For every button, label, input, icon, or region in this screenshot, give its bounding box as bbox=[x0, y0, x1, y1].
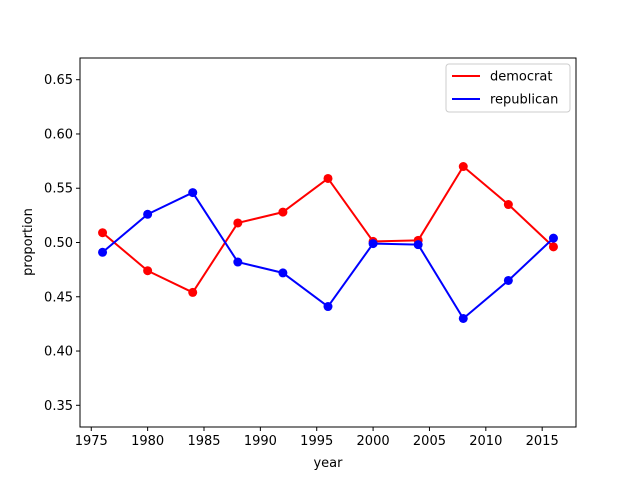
republican-point bbox=[413, 240, 423, 250]
democrat-point bbox=[458, 162, 468, 172]
legend-label-democrat: democrat bbox=[490, 70, 552, 85]
democrat-point bbox=[278, 207, 288, 217]
x-tick-label: 1975 bbox=[75, 434, 108, 449]
x-tick-label: 2010 bbox=[469, 434, 502, 449]
republican-line bbox=[101, 191, 555, 320]
y-axis-label: proportion bbox=[21, 208, 36, 276]
y-tick-label: 0.65 bbox=[44, 73, 73, 88]
republican-point bbox=[368, 239, 378, 249]
y-axis-ticks: 0.35 0.40 0.45 0.50 0.55 0.60 0.65 bbox=[44, 73, 80, 414]
axes-frame bbox=[79, 57, 577, 428]
y-tick-label: 0.60 bbox=[44, 127, 73, 142]
republican-point bbox=[188, 188, 198, 198]
series-layer bbox=[98, 162, 558, 323]
x-tick-label: 1995 bbox=[300, 434, 333, 449]
republican-point bbox=[323, 302, 333, 312]
y-tick-label: 0.40 bbox=[44, 345, 73, 360]
y-tick-label: 0.45 bbox=[44, 290, 73, 305]
democrat-point bbox=[323, 173, 333, 183]
democrat-point bbox=[98, 228, 108, 238]
democrat-point bbox=[503, 200, 513, 210]
y-tick-label: 0.35 bbox=[44, 399, 73, 414]
democrat-point bbox=[143, 266, 153, 276]
democrat-line bbox=[101, 165, 555, 294]
republican-point bbox=[98, 247, 108, 257]
x-tick-label: 2000 bbox=[357, 434, 390, 449]
democrat-point bbox=[548, 242, 558, 252]
y-tick-label: 0.55 bbox=[44, 182, 73, 197]
x-axis-label: year bbox=[313, 456, 343, 471]
x-tick-label: 1990 bbox=[244, 434, 277, 449]
republican-point bbox=[233, 257, 243, 267]
x-tick-label: 1980 bbox=[131, 434, 164, 449]
republican-point bbox=[278, 268, 288, 278]
legend: democrat republican bbox=[445, 63, 571, 113]
democrat-point bbox=[188, 287, 198, 297]
x-tick-label: 2005 bbox=[413, 434, 446, 449]
republican-point bbox=[548, 233, 558, 243]
x-tick-label: 1985 bbox=[187, 434, 220, 449]
x-axis-ticks: 1975 1980 1985 1990 1995 2000 2005 2010 2015 bbox=[75, 427, 559, 449]
republican-point bbox=[503, 275, 513, 285]
republican-point bbox=[143, 209, 153, 219]
y-tick-label: 0.50 bbox=[44, 236, 73, 251]
republican-point bbox=[458, 313, 468, 323]
x-tick-label: 2015 bbox=[526, 434, 559, 449]
plot-area-frame bbox=[79, 57, 577, 428]
democrat-point bbox=[233, 218, 243, 228]
legend-label-republican: republican bbox=[490, 93, 558, 108]
